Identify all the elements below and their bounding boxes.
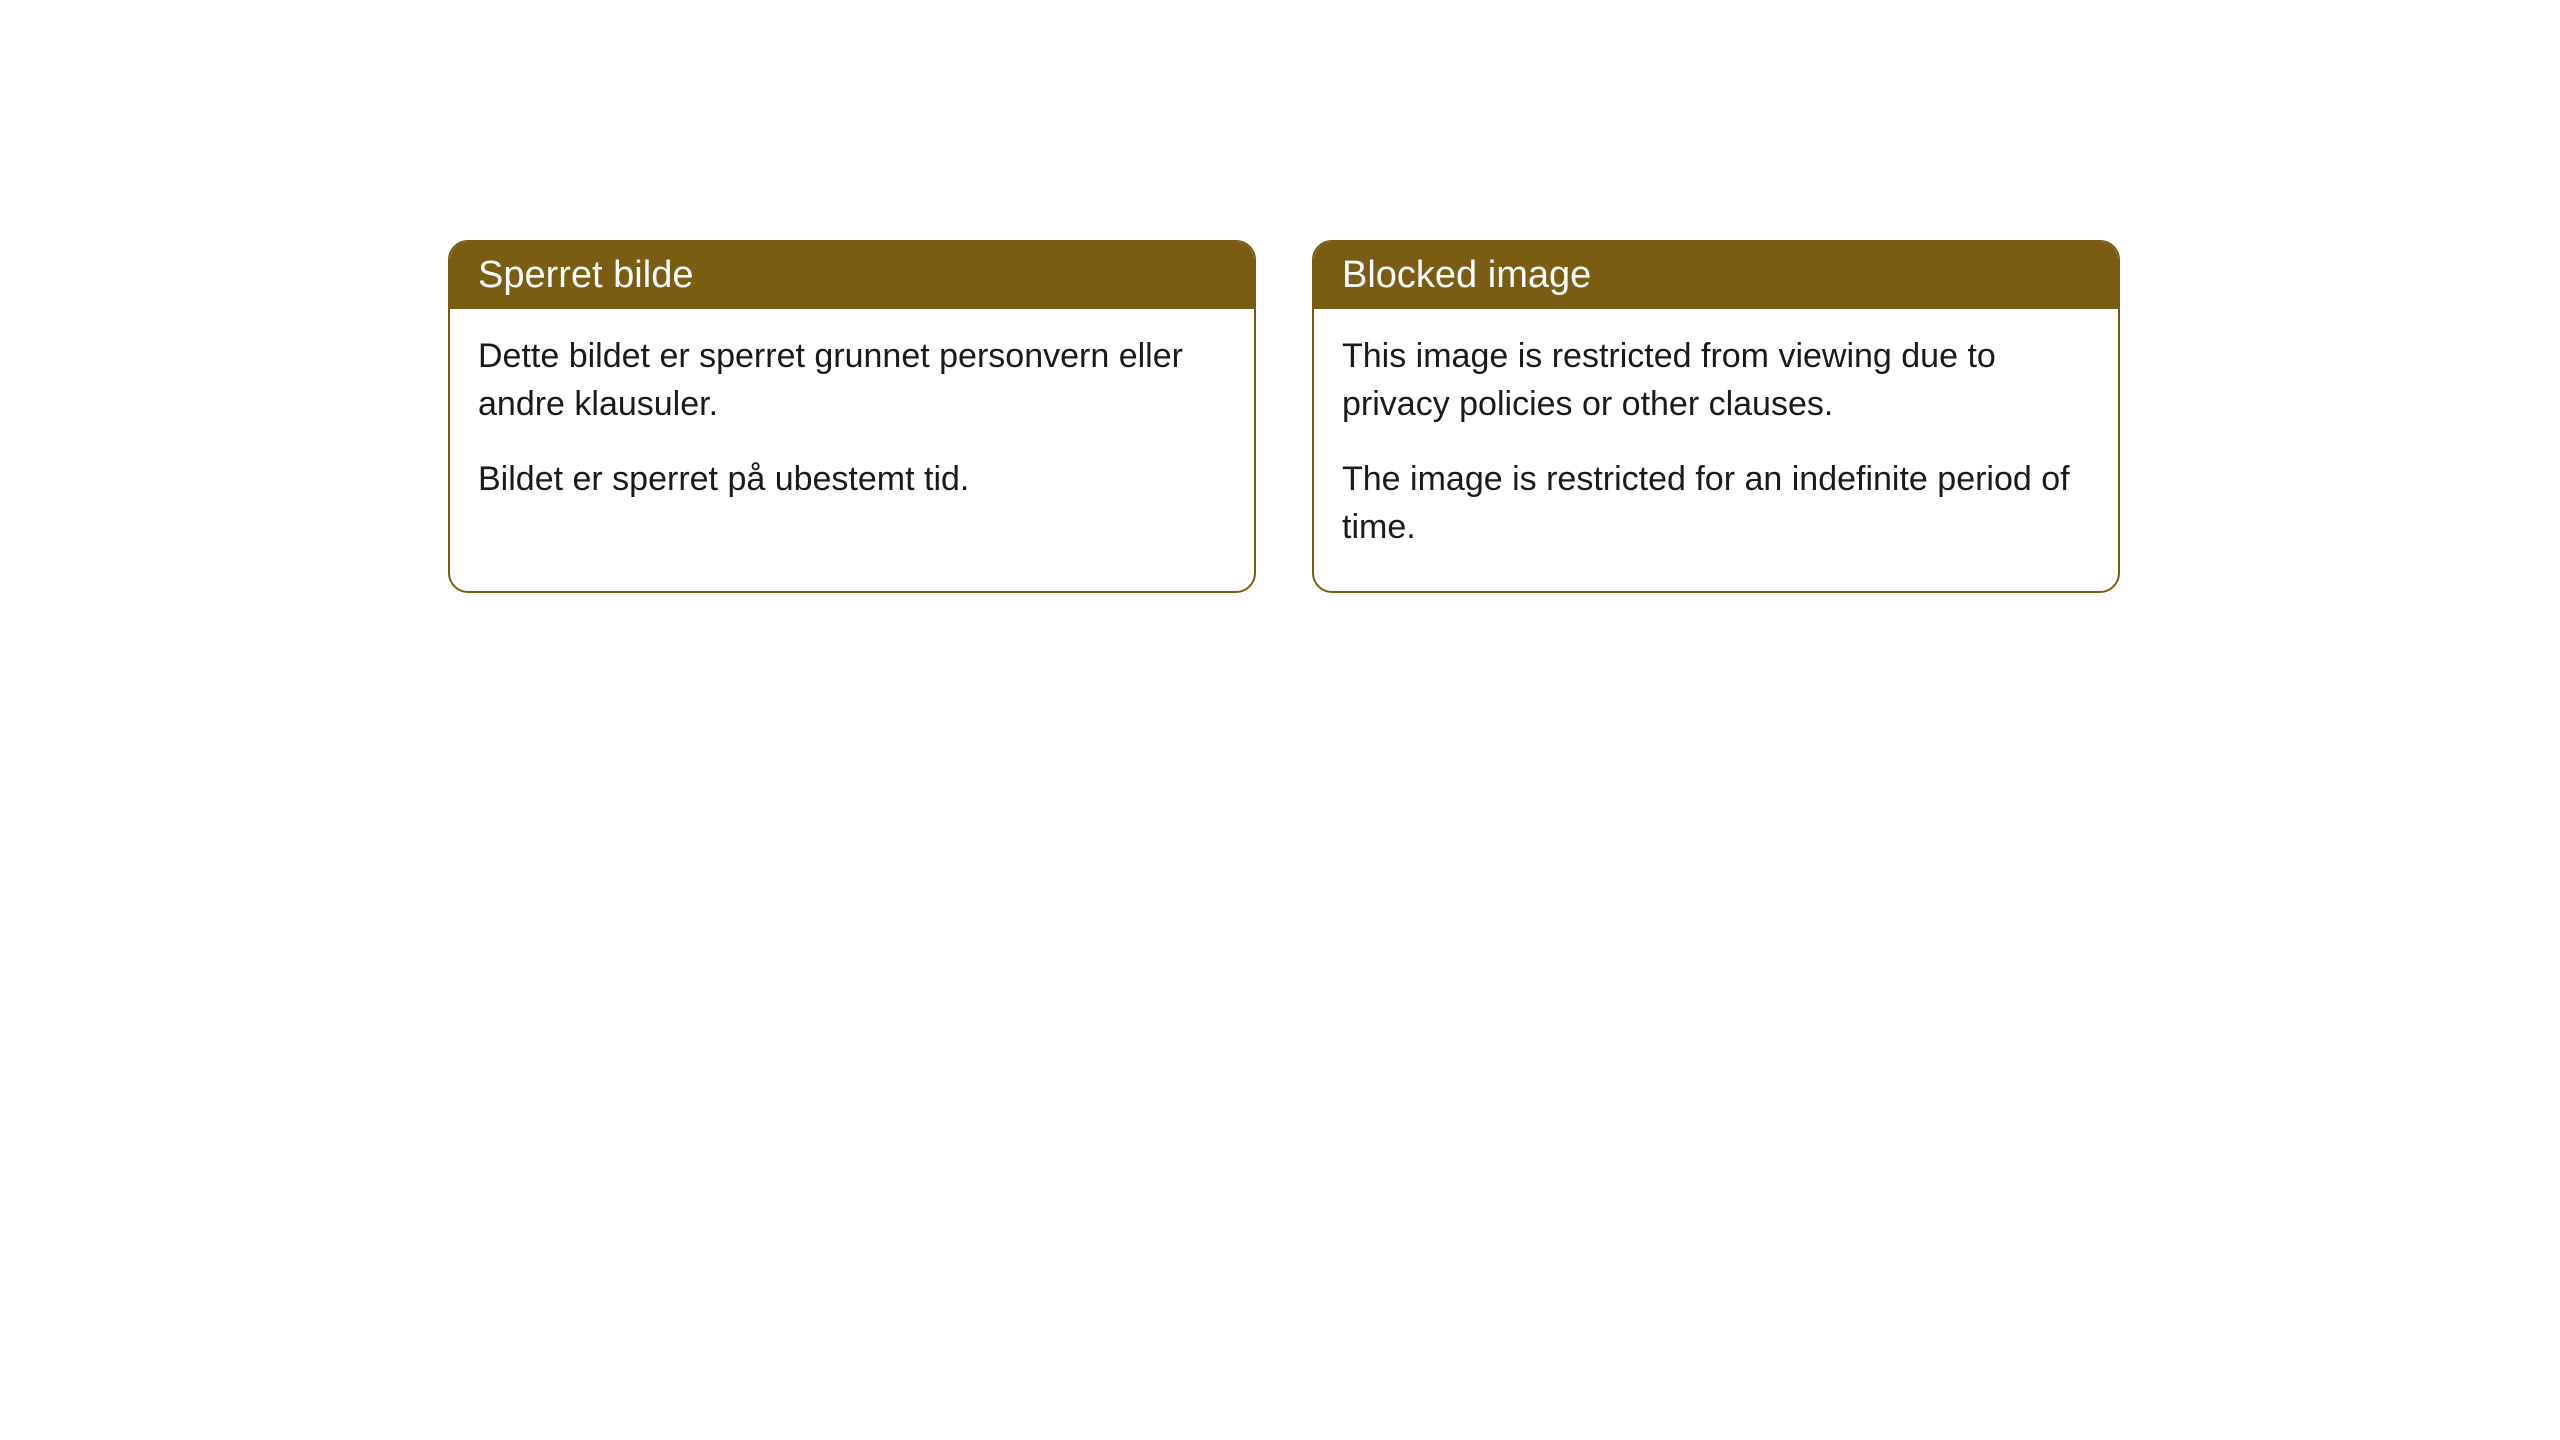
notice-card-english: Blocked image This image is restricted f… — [1312, 240, 2120, 593]
card-header-norwegian: Sperret bilde — [450, 242, 1254, 309]
notice-card-norwegian: Sperret bilde Dette bildet er sperret gr… — [448, 240, 1256, 593]
card-title: Sperret bilde — [478, 254, 693, 296]
card-paragraph: Bildet er sperret på ubestemt tid. — [478, 456, 1226, 504]
notice-cards-container: Sperret bilde Dette bildet er sperret gr… — [448, 240, 2120, 593]
card-paragraph: Dette bildet er sperret grunnet personve… — [478, 333, 1226, 428]
card-body-norwegian: Dette bildet er sperret grunnet personve… — [450, 309, 1254, 544]
card-body-english: This image is restricted from viewing du… — [1314, 309, 2118, 591]
card-title: Blocked image — [1342, 254, 1591, 296]
card-header-english: Blocked image — [1314, 242, 2118, 309]
card-paragraph: This image is restricted from viewing du… — [1342, 333, 2090, 428]
card-paragraph: The image is restricted for an indefinit… — [1342, 456, 2090, 551]
